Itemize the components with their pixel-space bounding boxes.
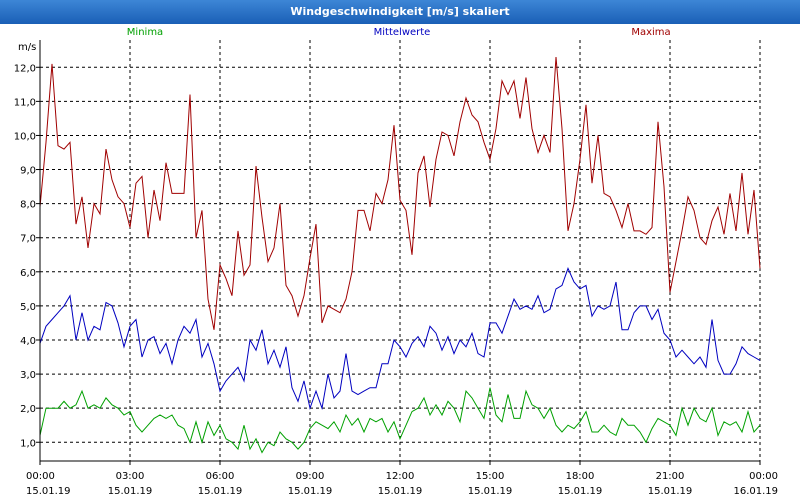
y-tick-label: 5,0 [20,302,36,313]
y-tick-label: 3,0 [20,370,36,381]
x-tick-label-date: 15.01.19 [198,486,243,497]
series-layer [39,56,761,454]
y-tick-labels: 1,0 2,0 3,0 4,0 5,0 6,0 7,0 8,0 9,0 10,0 11,0 12,0 [14,63,40,449]
y-tick-label: 6,0 [20,268,36,279]
chart-title: Windgeschwindigkeit [m/s] skaliert [0,0,800,24]
y-tick-label: 7,0 [20,234,36,245]
x-tick-label-time: 00:00 [749,471,778,482]
x-tick-labels: 00:00 15.01.19 03:00 15.01.19 06:00 15.01.19 0… [26,461,778,497]
y-tick-label: 4,0 [20,336,36,347]
y-tick-label: 12,0 [14,63,36,74]
x-tick-label-date: 15.01.19 [26,486,71,497]
x-tick-label-time: 00:00 [26,471,55,482]
x-tick-label-time: 21:00 [656,471,685,482]
y-tick-label: 10,0 [14,131,36,142]
legend-item-minima: Minima [127,27,163,38]
x-tick-label-time: 06:00 [206,471,235,482]
x-tick-label-date: 15.01.19 [378,486,423,497]
y-tick-label: 8,0 [20,200,36,211]
y-tick-label: 2,0 [20,404,36,415]
legend-item-maxima: Maxima [631,27,670,38]
y-tick-label: 9,0 [20,166,36,177]
x-tick-label-time: 12:00 [386,471,415,482]
series-line-maxima [39,56,761,330]
x-tick-label-date: 15.01.19 [648,486,693,497]
y-axis-label: m/s [18,42,36,53]
y-tick-label: 1,0 [20,438,36,449]
series-line-minima [39,387,761,454]
x-tick-label-date: 15.01.19 [108,486,153,497]
y-tick-label: 11,0 [14,97,36,108]
x-tick-label-date: 16.01.19 [733,486,778,497]
x-tick-label-time: 03:00 [116,471,145,482]
series-line-mittelwerte [39,267,761,411]
legend-item-mittelwerte: Mittelwerte [374,27,431,38]
legend: Minima Mittelwerte Maxima [127,27,671,38]
x-tick-label-time: 18:00 [566,471,595,482]
x-tick-label-date: 15.01.19 [468,486,513,497]
x-tick-label-date: 15.01.19 [288,486,333,497]
x-tick-label-date: 15.01.19 [558,486,603,497]
x-tick-label-time: 09:00 [296,471,325,482]
x-tick-label-time: 15:00 [476,471,505,482]
